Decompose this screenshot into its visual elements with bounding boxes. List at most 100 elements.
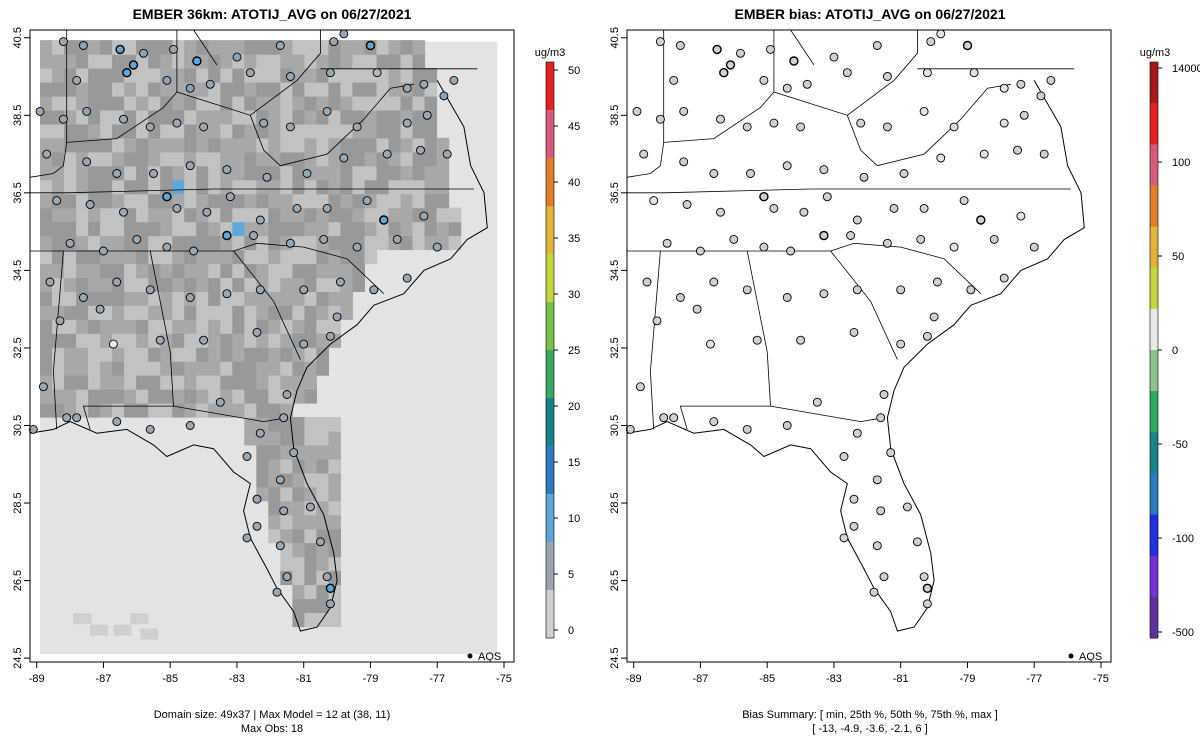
left-colorbar-swatch xyxy=(546,110,554,159)
model-grid-cell xyxy=(304,514,317,530)
model-grid-cell xyxy=(88,95,101,111)
y-tick-label: 28.5 xyxy=(609,492,621,513)
model-grid-cell xyxy=(292,151,305,167)
model-grid-cell xyxy=(136,389,149,404)
monitor-site xyxy=(255,428,265,438)
monitor-site xyxy=(976,215,986,225)
monitor-site xyxy=(205,79,215,89)
model-grid-cell xyxy=(208,277,221,292)
model-grid-cell xyxy=(52,403,65,418)
model-grid-cell xyxy=(232,207,245,223)
model-grid-cell xyxy=(112,347,125,362)
model-grid-cell xyxy=(112,305,125,320)
model-grid-cell xyxy=(208,347,221,362)
model-grid-cell xyxy=(280,137,293,153)
x-tick-label: -85 xyxy=(759,673,775,685)
model-grid-cell xyxy=(388,193,402,209)
model-grid-cell xyxy=(256,179,269,195)
right-colorbar-unit: ug/m3 xyxy=(1140,47,1171,59)
model-grid-cell xyxy=(232,193,245,209)
left-plot-frame xyxy=(29,29,515,663)
model-grid-cell xyxy=(136,109,149,125)
model-grid-cell xyxy=(124,333,137,348)
monitor-site xyxy=(252,327,262,337)
model-grid-cell xyxy=(112,375,125,390)
model-grid-cell xyxy=(160,291,173,306)
y-tick-label: 36.5 xyxy=(609,182,621,203)
model-grid-cell xyxy=(148,305,161,320)
right-colorbar-label: 0 xyxy=(1172,345,1178,357)
monitor-site xyxy=(799,207,809,217)
monitor-site xyxy=(695,246,705,256)
model-grid-cell xyxy=(364,54,378,69)
model-grid-cell xyxy=(64,221,77,237)
y-tick-label: 30.5 xyxy=(12,415,24,436)
model-grid-cell xyxy=(124,123,137,139)
model-grid-cell xyxy=(88,291,101,306)
monitor-site xyxy=(202,207,212,217)
monitor-site xyxy=(782,161,792,171)
left-colorbar-label: 5 xyxy=(568,569,574,581)
model-grid-cell xyxy=(316,40,329,55)
model-grid-cell xyxy=(316,291,329,306)
model-grid-cell xyxy=(76,193,89,209)
monitor-site xyxy=(675,293,685,302)
monitor-site xyxy=(189,246,199,256)
model-grid-cell xyxy=(76,333,89,348)
model-grid-cell xyxy=(140,628,159,640)
model-grid-cell xyxy=(124,82,137,97)
monitor-site xyxy=(449,75,459,85)
model-grid-cell xyxy=(292,95,305,111)
model-grid-cell xyxy=(304,249,317,265)
model-grid-cell xyxy=(196,249,209,265)
model-grid-cell xyxy=(280,179,293,195)
model-grid-cell xyxy=(148,95,161,111)
model-grid-cell xyxy=(196,221,209,237)
monitor-site xyxy=(85,200,95,209)
model-grid-cell xyxy=(208,361,221,376)
monitor-site xyxy=(782,421,792,430)
model-grid-cell xyxy=(160,361,173,376)
model-grid-cell xyxy=(40,82,53,97)
monitor-site xyxy=(42,149,52,159)
monitor-site xyxy=(959,196,969,206)
model-grid-cell xyxy=(340,137,353,153)
model-grid-cell xyxy=(232,123,245,139)
model-grid-cell xyxy=(376,95,390,111)
model-grid-cell xyxy=(76,137,89,153)
model-grid-cell xyxy=(76,221,89,237)
monitor-site xyxy=(766,44,775,54)
model-grid-cell xyxy=(316,486,329,502)
model-grid-cell xyxy=(292,165,305,181)
model-grid-cell xyxy=(220,68,233,83)
model-grid-cell xyxy=(376,221,390,237)
model-grid-cell xyxy=(136,305,149,320)
model-grid-cell xyxy=(232,375,245,390)
model-grid-cell xyxy=(340,109,353,125)
model-grid-cell xyxy=(316,221,329,237)
monitor-site xyxy=(759,242,769,252)
coastline xyxy=(626,80,1085,632)
model-grid-cell xyxy=(88,137,101,153)
model-grid-cell xyxy=(160,263,173,278)
model-grid-cell xyxy=(232,137,245,153)
model-grid-cell xyxy=(113,624,132,636)
model-grid-cell xyxy=(136,179,149,195)
model-grid-cell xyxy=(100,221,113,237)
model-grid-cell xyxy=(40,291,53,306)
model-grid-cell xyxy=(52,235,65,251)
model-grid-cell xyxy=(220,95,233,111)
monitor-site xyxy=(852,285,862,295)
model-grid-cell xyxy=(316,277,329,292)
left-legend-label: AQS xyxy=(478,651,501,663)
monitor-site xyxy=(115,44,125,55)
model-grid-cell xyxy=(268,486,281,502)
model-grid-cell xyxy=(40,165,53,181)
left-footer-line2: Max Obs: 18 xyxy=(241,723,303,735)
model-grid-cell xyxy=(232,291,245,306)
model-grid-cell xyxy=(232,361,245,376)
model-grid-cell xyxy=(208,207,221,223)
model-grid-cell xyxy=(268,54,281,69)
model-grid-cell xyxy=(52,207,65,223)
monitor-site xyxy=(839,452,849,461)
